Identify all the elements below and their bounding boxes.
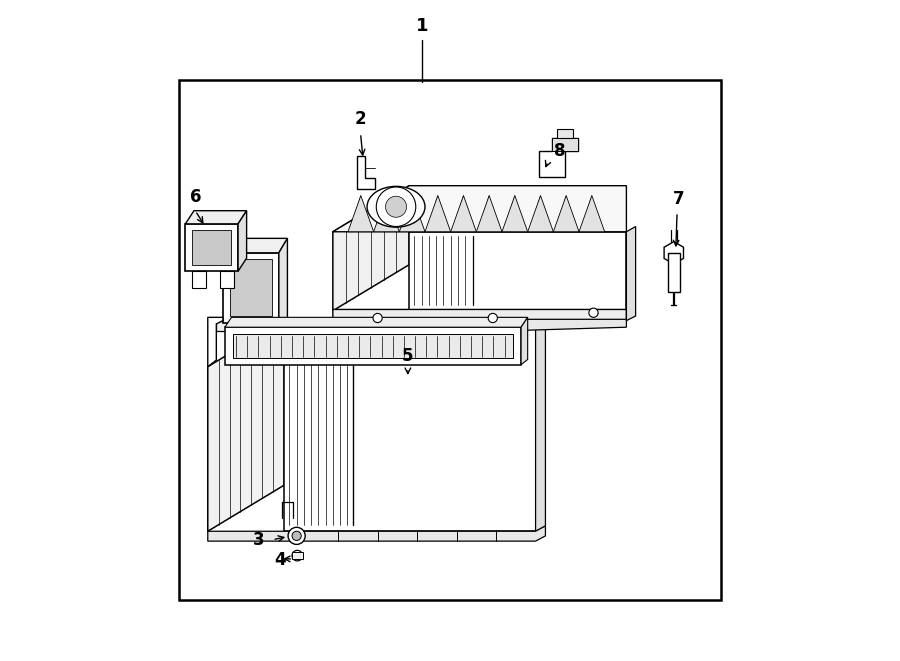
Polygon shape [220,271,234,288]
Polygon shape [225,317,527,327]
Text: 2: 2 [355,110,366,128]
Polygon shape [410,232,626,311]
Text: 4: 4 [274,551,286,569]
Circle shape [288,527,305,545]
Polygon shape [223,239,287,253]
Polygon shape [557,129,573,137]
Polygon shape [333,186,626,232]
Polygon shape [284,321,536,531]
Polygon shape [292,553,302,559]
Circle shape [488,313,498,323]
Circle shape [376,187,416,227]
Text: 6: 6 [190,188,201,206]
Polygon shape [192,231,231,264]
Circle shape [292,551,302,561]
Polygon shape [668,253,680,292]
Polygon shape [425,196,451,232]
Text: 3: 3 [253,531,265,549]
Polygon shape [208,321,284,531]
Polygon shape [185,211,247,224]
Polygon shape [216,321,287,330]
Polygon shape [185,224,238,271]
Text: 1: 1 [416,17,428,35]
Polygon shape [579,196,605,232]
Bar [179,81,721,600]
Polygon shape [279,239,287,323]
Circle shape [373,313,382,323]
Polygon shape [192,271,206,288]
Polygon shape [552,137,579,151]
Polygon shape [238,211,247,271]
Polygon shape [333,309,626,327]
Polygon shape [333,319,626,334]
Polygon shape [664,242,683,264]
Polygon shape [502,196,527,232]
Polygon shape [233,334,513,358]
Polygon shape [374,196,400,232]
Polygon shape [476,196,502,232]
Polygon shape [230,259,273,316]
Circle shape [385,196,407,217]
Polygon shape [521,317,527,365]
Polygon shape [400,196,425,232]
Polygon shape [527,196,554,232]
Text: 8: 8 [554,143,565,161]
Polygon shape [356,156,375,189]
Polygon shape [536,314,545,531]
Polygon shape [208,526,545,541]
Text: 7: 7 [672,190,684,208]
Polygon shape [554,196,579,232]
Polygon shape [223,253,279,323]
Polygon shape [348,196,374,232]
Polygon shape [539,137,579,177]
Ellipse shape [367,186,425,227]
Polygon shape [333,186,410,311]
Polygon shape [208,317,223,367]
Circle shape [292,531,302,541]
Polygon shape [451,196,476,232]
Polygon shape [626,227,635,321]
Circle shape [589,308,598,317]
Polygon shape [225,327,521,365]
Text: 5: 5 [402,346,414,364]
